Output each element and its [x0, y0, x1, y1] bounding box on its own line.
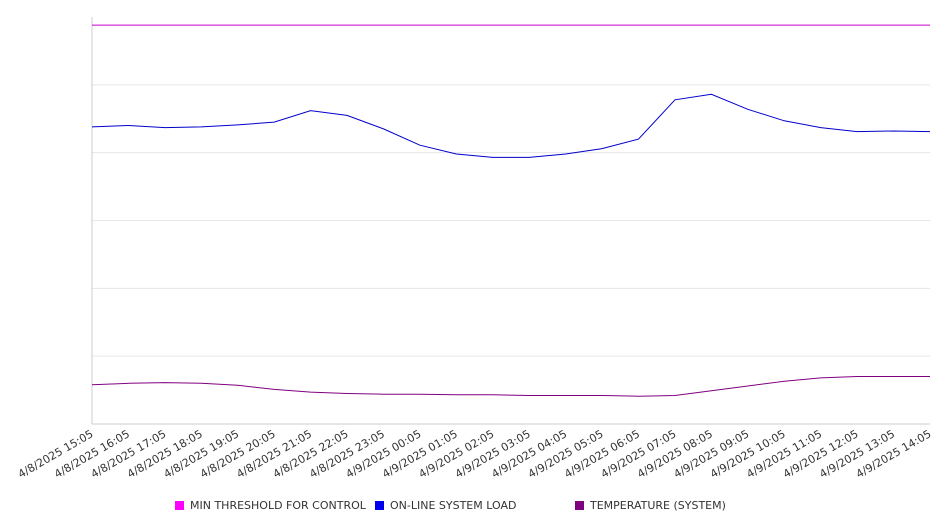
legend-item-temperature[interactable]: TEMPERATURE (SYSTEM) — [575, 499, 726, 512]
series-lines — [91, 24, 931, 397]
legend-swatch — [375, 501, 384, 510]
axes — [91, 17, 930, 425]
x-tick-labels: 4/8/2025 15:054/8/2025 16:054/8/2025 17:… — [16, 427, 934, 481]
legend-label: ON-LINE SYSTEM LOAD — [390, 499, 517, 512]
legend-swatch — [175, 501, 184, 510]
legend-item-system-load[interactable]: ON-LINE SYSTEM LOAD — [375, 499, 516, 512]
legend-label: MIN THRESHOLD FOR CONTROL — [190, 499, 366, 512]
legend-label: TEMPERATURE (SYSTEM) — [590, 499, 726, 512]
series-line-1 — [91, 93, 931, 158]
legend-swatch — [575, 501, 584, 510]
legend-item-min-threshold[interactable]: MIN THRESHOLD FOR CONTROL — [175, 499, 366, 512]
series-line-2 — [91, 376, 930, 397]
gridlines — [92, 84, 930, 357]
